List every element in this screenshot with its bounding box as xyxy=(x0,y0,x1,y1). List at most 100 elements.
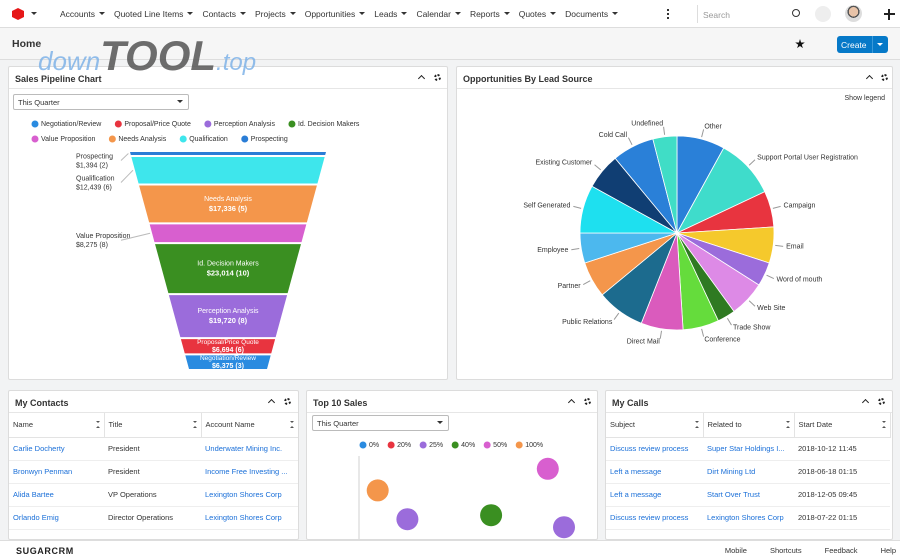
column-header[interactable]: Account Name xyxy=(201,413,298,438)
logo[interactable] xyxy=(12,8,24,20)
nav-item[interactable]: Contacts xyxy=(202,9,246,19)
column-header[interactable]: Start Date xyxy=(794,413,891,438)
footer-link[interactable]: Help xyxy=(880,546,896,555)
legend-swatch xyxy=(288,120,296,128)
link-cell[interactable]: Lexington Shores Corp xyxy=(201,483,298,507)
dashlet-title: Opportunities By Lead Source xyxy=(463,74,593,84)
bubble[interactable] xyxy=(366,479,389,502)
column-header[interactable]: Related to xyxy=(703,413,795,438)
settings-button[interactable] xyxy=(284,398,291,405)
collapse-button[interactable] xyxy=(861,398,870,407)
settings-button[interactable] xyxy=(878,398,885,405)
funnel-segment[interactable] xyxy=(130,152,326,155)
nav-item[interactable]: Leads xyxy=(374,9,408,19)
link-cell[interactable]: Bronwyn Penman xyxy=(9,460,104,484)
slice-label: Support Portal User Registration xyxy=(757,155,858,162)
notifications[interactable] xyxy=(815,6,831,22)
footer-link[interactable]: Shortcuts xyxy=(769,546,802,555)
nav-item[interactable]: Quotes xyxy=(518,9,557,19)
funnel-segment[interactable] xyxy=(149,224,307,243)
column-header[interactable]: Subject xyxy=(606,413,704,438)
column-header[interactable]: Title xyxy=(104,413,202,438)
leader-line xyxy=(775,244,784,247)
legend-swatch xyxy=(515,441,523,449)
legend-item[interactable]: 20% xyxy=(387,441,412,449)
funnel-segment[interactable] xyxy=(180,339,276,354)
slice-label: Email xyxy=(786,244,804,251)
leader-line xyxy=(613,312,620,320)
footer: SUGARCRM Mobile Shortcuts Feedback Help xyxy=(0,540,900,559)
legend-item[interactable]: Perception Analysis xyxy=(204,120,275,128)
settings-button[interactable] xyxy=(881,74,888,81)
link-cell[interactable]: Dirt Mining Ltd xyxy=(703,460,794,484)
link-cell[interactable]: Discuss review process xyxy=(606,506,703,530)
avatar[interactable] xyxy=(845,5,862,22)
legend-item[interactable]: Qualification xyxy=(179,135,228,143)
text-cell: 2018-12-05 09:45 xyxy=(794,483,890,507)
legend-item[interactable]: Needs Analysis xyxy=(108,135,167,143)
legend-item[interactable]: 0% xyxy=(359,441,380,449)
link-cell[interactable]: Alida Bartee xyxy=(9,483,104,507)
nav-item[interactable]: Projects xyxy=(254,9,296,19)
slice-label: Cold Call xyxy=(599,132,628,139)
settings-button[interactable] xyxy=(584,398,591,405)
legend-item[interactable]: Value Proposition xyxy=(31,135,96,143)
collapse-button[interactable] xyxy=(267,398,276,407)
legend-label: Prospecting xyxy=(251,136,288,143)
nav-item[interactable]: Quoted Line Items xyxy=(113,9,194,19)
legend-swatch xyxy=(108,135,116,143)
link-cell[interactable]: Left a message xyxy=(606,483,703,507)
legend-item[interactable]: Negotiation/Review xyxy=(31,120,103,128)
link-cell[interactable]: Left a message xyxy=(606,460,703,484)
settings-button[interactable] xyxy=(434,74,441,81)
nav-item[interactable]: Calendar xyxy=(416,9,461,19)
logo-caret[interactable] xyxy=(31,12,37,18)
funnel-segment[interactable] xyxy=(168,295,288,338)
funnel-segment[interactable] xyxy=(131,156,325,184)
legend-item[interactable]: 100% xyxy=(515,441,543,449)
nav-item[interactable]: Accounts xyxy=(60,9,105,19)
link-cell[interactable]: Discuss review process xyxy=(606,437,703,461)
bubble[interactable] xyxy=(536,457,559,480)
quick-create[interactable] xyxy=(884,9,895,20)
search-box[interactable]: Search xyxy=(697,5,807,23)
link-cell[interactable]: Carlie Docherty xyxy=(9,437,104,461)
link-cell[interactable]: Lexington Shores Corp xyxy=(201,506,298,530)
create-button[interactable]: Create xyxy=(837,36,888,53)
legend-toggle[interactable]: Show legend xyxy=(844,95,885,102)
footer-link[interactable]: Feedback xyxy=(824,546,858,555)
search-icon[interactable] xyxy=(792,9,800,17)
footer-link[interactable]: Mobile xyxy=(724,546,747,555)
leader-line xyxy=(573,205,582,209)
filter-select[interactable]: This Quarter xyxy=(312,415,449,431)
legend-item[interactable]: Proposal/Price Quote xyxy=(114,120,191,128)
bubble[interactable] xyxy=(396,508,419,531)
filter-select[interactable]: This Quarter xyxy=(13,94,189,110)
bubble[interactable] xyxy=(480,504,503,527)
legend-item[interactable]: 40% xyxy=(451,441,476,449)
link-cell[interactable]: Lexington Shores Corp xyxy=(703,506,794,530)
pie-slice[interactable] xyxy=(652,135,678,234)
nav-item[interactable]: Opportunities xyxy=(304,9,365,19)
funnel-segment[interactable] xyxy=(155,244,301,294)
legend-item[interactable]: Id. Decision Makers xyxy=(288,120,360,128)
funnel-segment[interactable] xyxy=(185,355,271,369)
link-cell[interactable]: Start Over Trust xyxy=(703,483,794,507)
link-cell[interactable]: Orlando Emig xyxy=(9,506,104,530)
link-cell[interactable]: Super Star Holdings I... xyxy=(703,437,794,461)
funnel-segment[interactable] xyxy=(139,185,317,223)
favorite-star[interactable] xyxy=(795,39,805,49)
table-row: Discuss review process Super Star Holding… xyxy=(606,437,890,461)
link-cell[interactable]: Underwater Mining Inc. xyxy=(201,437,298,461)
more-button[interactable] xyxy=(667,9,669,19)
legend-swatch xyxy=(31,120,39,128)
link-cell[interactable]: Income Free Investing ... xyxy=(201,460,298,484)
bubble[interactable] xyxy=(553,516,575,539)
nav-item[interactable]: Reports xyxy=(469,9,510,19)
legend-item[interactable]: Prospecting xyxy=(241,135,288,143)
nav-item[interactable]: Documents xyxy=(565,9,619,19)
legend-item[interactable]: 50% xyxy=(483,441,508,449)
legend-item[interactable]: 25% xyxy=(419,441,444,449)
column-header[interactable]: Name xyxy=(9,413,105,438)
